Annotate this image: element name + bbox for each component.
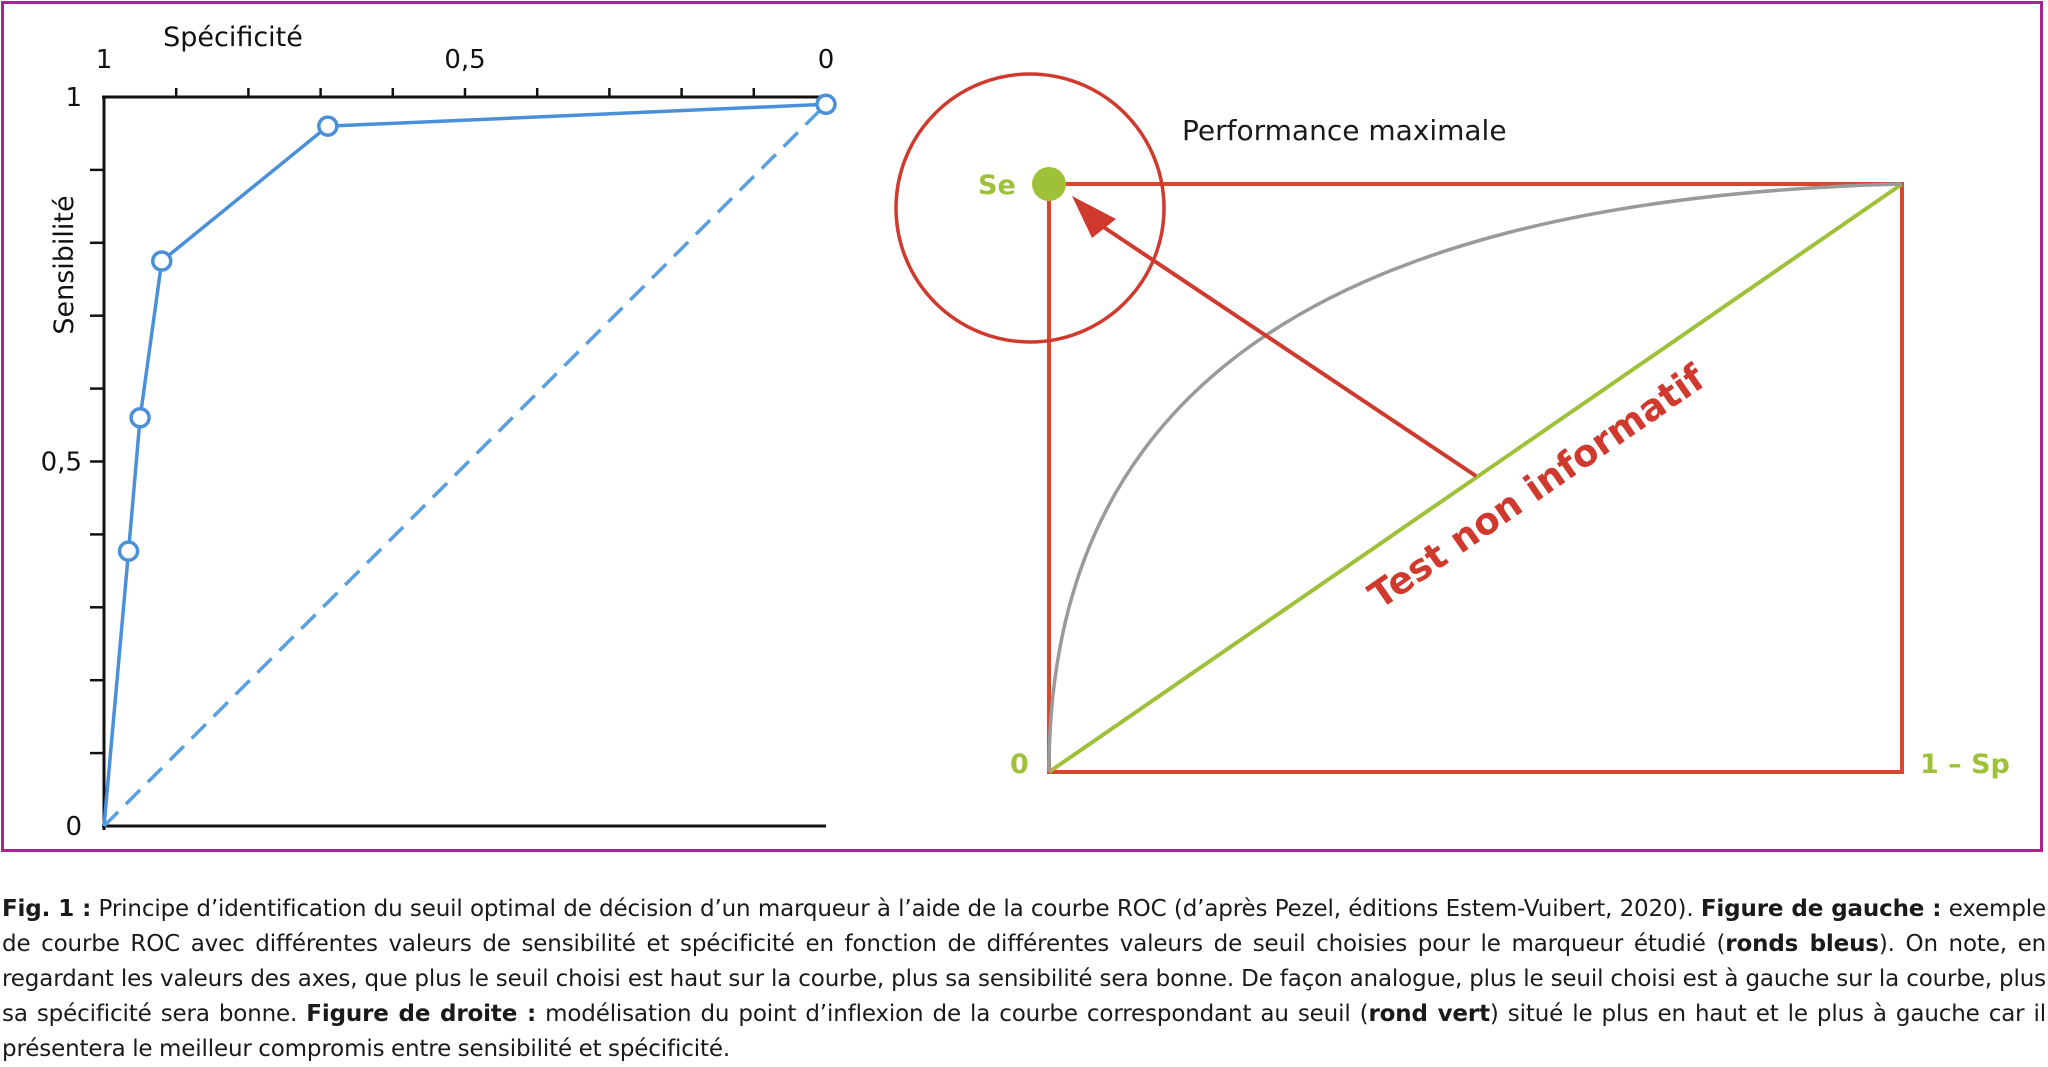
caption-left-text: exemple de courbe ROC avec différentes v… — [2, 896, 2047, 957]
caption-fig-label: Fig. 1 : — [2, 896, 92, 922]
threshold-point — [129, 407, 151, 429]
caption-right-text: modélisation du point d’inflexion de la … — [536, 1001, 1369, 1027]
y-tick-label: 0,5 — [41, 448, 82, 478]
y-tick-label: 1 — [65, 83, 82, 113]
diagonal-line — [1047, 182, 1904, 774]
diagonal-label: Test non informatif — [1361, 356, 1714, 618]
y-tick-marks — [90, 168, 104, 755]
figure-caption: Fig. 1 : Principe d’identification du se… — [2, 892, 2046, 1067]
y-tick-label: 0 — [65, 812, 82, 842]
caption-left-label: Figure de gauche : — [1700, 896, 1942, 922]
roc-markers — [117, 93, 837, 562]
x-tick-labels: 1 0,5 0 — [96, 45, 835, 75]
figure-svg: 1 0,5 0 10,50 Spécificité Sensibilité Se 0… — [41, 22, 2010, 842]
performance-circle — [894, 72, 1166, 344]
threshold-point — [151, 250, 173, 272]
ideal-curve — [1047, 182, 1903, 773]
optimal-point — [1032, 167, 1066, 201]
chance-line — [102, 103, 828, 828]
y-tick-labels: 10,50 — [41, 83, 82, 842]
roc-series — [102, 102, 828, 828]
caption-blue-label: ronds bleus — [1725, 931, 1879, 957]
figure-frame — [1, 1, 2043, 852]
arrow-head — [1072, 196, 1116, 238]
caption-paragraph: Fig. 1 : Principe d’identification du se… — [2, 892, 2046, 1067]
roc-box — [1047, 182, 1904, 774]
threshold-point — [117, 540, 140, 562]
threshold-point — [815, 93, 837, 116]
origin-label: 0 — [1010, 749, 1029, 780]
x-axis-label: Spécificité — [163, 22, 303, 53]
se-label: Se — [978, 170, 1016, 201]
roc-diagram-right: Se 0 1 – Sp Performance maximale Test no… — [894, 72, 2010, 780]
caption-left-text-2: ). On note, en regardant les valeurs des… — [2, 931, 2046, 1027]
x-tick-marks — [174, 88, 756, 97]
caption-right-text-2: ) situé le plus en haut et le plus à gau… — [2, 1001, 2047, 1062]
x-tick-label: 0 — [818, 45, 835, 75]
x-tick-label: 1 — [96, 45, 113, 75]
threshold-point — [317, 115, 339, 137]
roc-curve — [102, 102, 827, 827]
arrow-shaft — [1088, 216, 1478, 478]
roc-chart-left: 1 0,5 0 10,50 Spécificité Sensibilité — [41, 22, 837, 842]
y-axis-label: Sensibilité — [49, 195, 80, 334]
performance-label: Performance maximale — [1182, 114, 1507, 147]
caption-green-label: rond vert — [1368, 1001, 1490, 1027]
caption-intro: Principe d’identification du seuil optim… — [91, 896, 1701, 922]
one-minus-sp-label: 1 – Sp — [1920, 749, 2010, 780]
caption-right-label: Figure de droite : — [306, 1001, 537, 1027]
x-tick-label: 0,5 — [444, 45, 485, 75]
